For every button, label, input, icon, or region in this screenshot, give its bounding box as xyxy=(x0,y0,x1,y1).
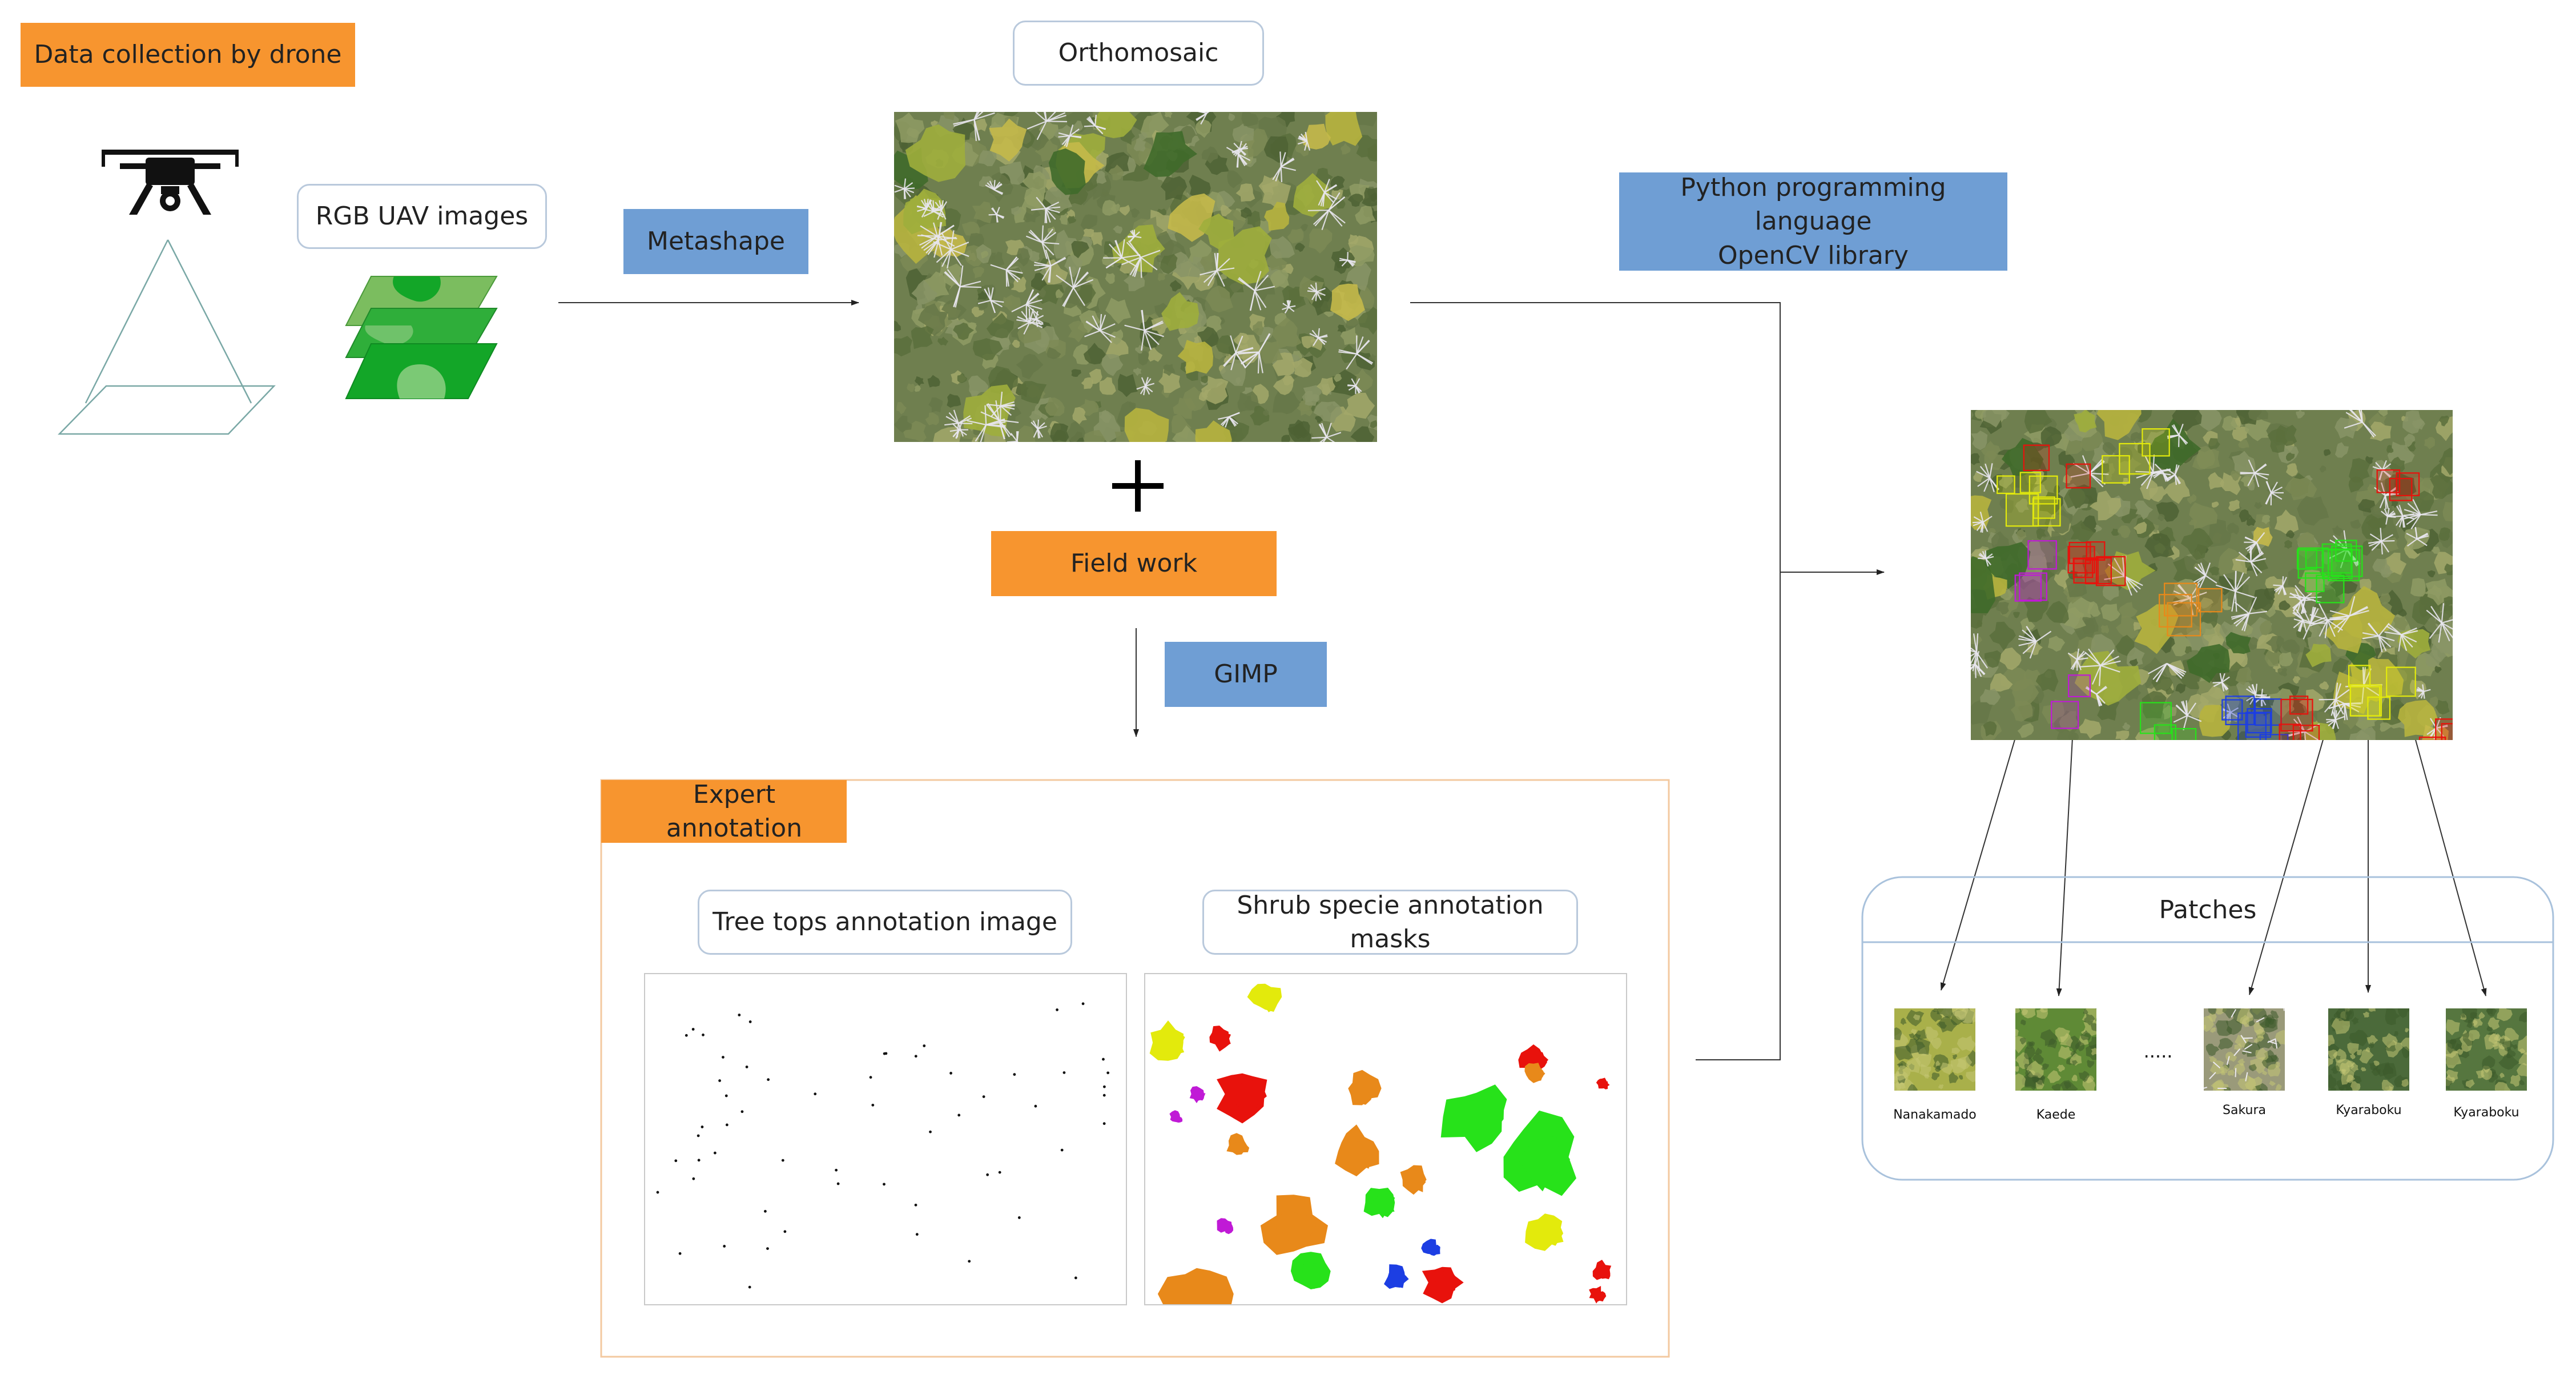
python-opencv-label: Python programming language OpenCV libra… xyxy=(1619,172,2007,271)
orthomosaic-label: Orthomosaic xyxy=(1013,21,1264,86)
patch-thumbnail-sakura xyxy=(2204,1008,2285,1091)
tree-tops-label: Tree tops annotation image xyxy=(698,890,1072,955)
patch-label-nanakamado: Nanakamado xyxy=(1893,1108,1977,1122)
expert-annotation-label: Expert annotation xyxy=(601,780,847,843)
patches-title: Patches xyxy=(2159,895,2257,925)
drone-icon xyxy=(102,150,239,215)
patch-label-kyaraboku-2: Kyaraboku xyxy=(2453,1105,2519,1120)
patch-label-kaede: Kaede xyxy=(2036,1108,2076,1122)
shrub-masks-label: Shrub specie annotation masks xyxy=(1202,890,1578,955)
expert-annotation-frame xyxy=(600,779,1670,1358)
patch-thumbnail-kyaraboku-1 xyxy=(2328,1008,2409,1091)
patch-thumbnail-kyaraboku-2 xyxy=(2446,1008,2527,1091)
shrub-masks-image xyxy=(1144,973,1627,1305)
metashape-label: Metashape xyxy=(623,209,808,274)
camera-footprint xyxy=(58,239,276,435)
drone-data-collection-label: Data collection by drone xyxy=(21,23,355,87)
patch-label-sakura: Sakura xyxy=(2223,1103,2266,1117)
patch-thumbnail-kaede xyxy=(2015,1008,2096,1091)
patch-label-kyaraboku-1: Kyaraboku xyxy=(2336,1103,2402,1117)
patches-ellipsis: ..... xyxy=(2143,1040,2173,1062)
field-work-label: Field work xyxy=(991,531,1277,596)
detection-result-image xyxy=(1971,410,2453,740)
tree-tops-image xyxy=(644,973,1127,1305)
image-layers-icon xyxy=(345,276,498,399)
patch-thumbnail-nanakamado xyxy=(1894,1008,1975,1091)
rgb-uav-images-label: RGB UAV images xyxy=(297,184,547,249)
orthomosaic-image xyxy=(894,112,1377,442)
plus-icon xyxy=(1112,460,1164,512)
patches-container xyxy=(1861,876,2554,1181)
gimp-label: GIMP xyxy=(1165,642,1327,707)
